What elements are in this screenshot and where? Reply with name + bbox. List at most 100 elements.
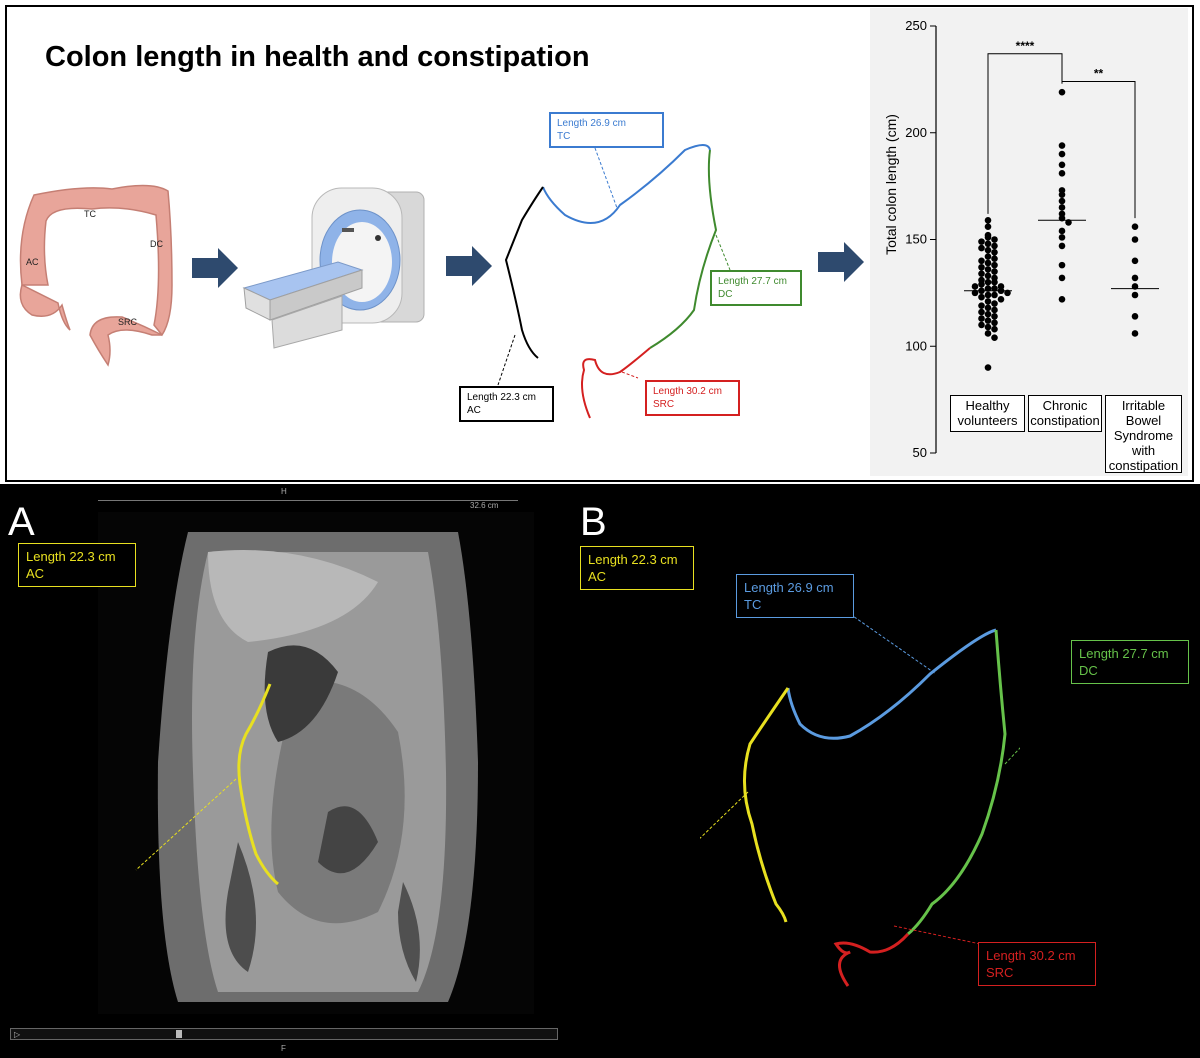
label-src-name: SRC: [653, 399, 675, 410]
data-point: [991, 249, 998, 256]
y-tick-label: 100: [905, 338, 927, 353]
label-src: Length 30.2 cm SRC: [645, 380, 740, 416]
panel-a-label: A: [8, 500, 35, 544]
scrollbar-thumb[interactable]: [176, 1030, 182, 1038]
data-point: [984, 291, 992, 299]
dark-colon-trace: [700, 613, 1020, 987]
mri-ac-trace: [135, 683, 279, 886]
mri-panels: A B H 32.6 cm ▷ F: [0, 484, 1200, 1058]
data-point: [991, 242, 998, 250]
label-dc-length: Length 27.7 cm: [718, 276, 787, 287]
dark-label-src-name: SRC: [986, 965, 1014, 980]
data-point: [984, 323, 992, 331]
y-tick-label: 200: [905, 125, 927, 140]
data-point: [1131, 274, 1139, 282]
mri-scale-text: 32.6 cm: [470, 501, 499, 510]
dark-label-tc-length: Length 26.9 cm: [744, 580, 834, 595]
ac-label-b-name: AC: [588, 569, 607, 584]
data-point: [1131, 257, 1139, 265]
data-point: [984, 253, 992, 260]
ac-label-a-length: Length 22.3 cm: [26, 549, 116, 564]
data-point: [984, 234, 992, 241]
dark-label-dc: Length 27.7 cm DC: [1071, 640, 1189, 684]
data-point: [1058, 142, 1066, 149]
data-point: [1058, 234, 1066, 241]
data-point: [978, 257, 985, 265]
colon-label-ac: AC: [26, 257, 39, 267]
significance-bracket-1: [987, 53, 1063, 214]
label-tc: Length 26.9 cm TC: [549, 112, 664, 148]
flow-arrow-2: [446, 246, 492, 286]
significance-label-1: ****: [1016, 39, 1035, 53]
category-healthy: Healthy volunteers: [950, 395, 1025, 432]
data-point: [984, 272, 992, 280]
data-point: [1058, 204, 1066, 211]
dark-label-dc-name: DC: [1079, 663, 1098, 678]
mri-image: [98, 512, 534, 1014]
data-point: [1058, 227, 1066, 235]
mri-scrollbar[interactable]: ▷: [10, 1028, 558, 1040]
data-point: [991, 319, 998, 327]
significance-label-2: **: [1094, 67, 1104, 81]
data-point: [984, 298, 992, 305]
data-point: [1058, 161, 1066, 169]
data-point: [1058, 170, 1066, 177]
ac-label-b: Length 22.3 cm AC: [580, 546, 694, 590]
data-point: [984, 310, 992, 318]
data-point: [978, 244, 985, 252]
label-dc: Length 27.7 cm DC: [710, 270, 802, 306]
scroll-play-icon[interactable]: ▷: [14, 1030, 21, 1039]
data-point: [991, 278, 998, 286]
data-point: [984, 259, 992, 267]
data-point: [1131, 223, 1139, 230]
data-point: [991, 255, 998, 263]
y-tick-label: 250: [905, 18, 927, 33]
mri-top-marker: H: [281, 487, 287, 496]
category-chronic-constipation: Chronic constipation: [1028, 395, 1102, 432]
data-point: [978, 321, 985, 329]
data-point: [1058, 191, 1066, 198]
data-point: [1131, 291, 1139, 299]
data-point: [978, 293, 985, 301]
y-tick-label: 50: [913, 445, 927, 460]
mri-scale-bar: [98, 500, 518, 501]
data-point: [991, 291, 998, 299]
data-point: [971, 283, 979, 290]
data-point: [991, 313, 998, 320]
data-point: [978, 270, 985, 277]
data-point: [984, 278, 992, 286]
flow-arrow-1: [192, 248, 238, 288]
data-point: [991, 261, 998, 269]
data-point: [984, 216, 992, 224]
colon-label-dc: DC: [150, 239, 163, 249]
data-point: [991, 268, 998, 275]
data-point: [1058, 274, 1066, 282]
colon-label-tc: TC: [84, 209, 96, 219]
data-point: [1131, 313, 1139, 320]
data-point: [984, 364, 992, 371]
data-point: [991, 334, 998, 342]
dark-label-dc-length: Length 27.7 cm: [1079, 646, 1169, 661]
label-src-length: Length 30.2 cm: [653, 386, 722, 397]
data-point: [984, 317, 992, 324]
ac-label-a-name: AC: [26, 566, 45, 581]
data-point: [978, 315, 985, 322]
label-dc-name: DC: [718, 289, 733, 300]
data-point: [1131, 236, 1139, 243]
data-point: [991, 325, 998, 333]
panel-b-label: B: [580, 500, 607, 544]
data-point: [978, 281, 985, 288]
mri-bottom-marker: F: [281, 1044, 286, 1053]
ac-label-b-length: Length 22.3 cm: [588, 552, 678, 567]
data-point: [997, 295, 1005, 303]
data-point: [1058, 150, 1066, 158]
data-point: [1058, 242, 1066, 250]
data-point: [978, 263, 985, 271]
dark-label-tc-name: TC: [744, 597, 762, 612]
flow-arrow-3: [818, 242, 864, 282]
colon-illustration: TC AC DC SRC: [19, 184, 173, 367]
data-point: [984, 304, 992, 312]
label-tc-length: Length 26.9 cm: [557, 118, 626, 129]
category-ibs-constipation: Irritable Bowel Syndrome with constipati…: [1105, 395, 1182, 473]
